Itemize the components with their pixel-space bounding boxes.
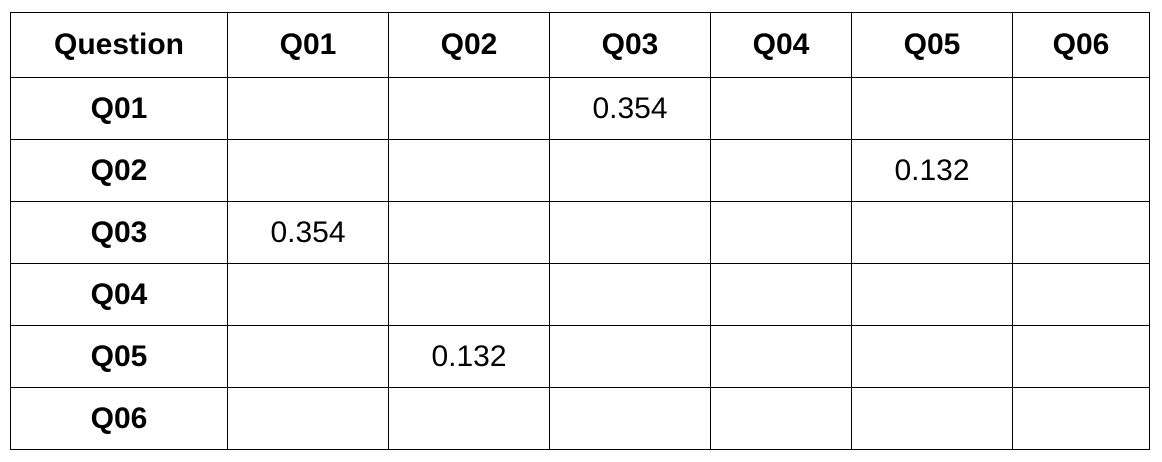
table-cell — [1012, 263, 1150, 326]
table-cell — [227, 77, 389, 140]
table-cell — [549, 387, 711, 450]
table-cell — [851, 263, 1013, 326]
table-cell — [388, 263, 550, 326]
table-row: Q03 0.354 — [10, 201, 1150, 264]
table-cell: 0.354 — [227, 201, 389, 264]
table-cell — [710, 201, 852, 264]
column-header-q05: Q05 — [851, 12, 1013, 78]
table-row: Q06 — [10, 387, 1150, 450]
row-header-q01: Q01 — [10, 77, 228, 140]
table-cell — [227, 387, 389, 450]
table-cell: 0.132 — [388, 325, 550, 388]
table-cell — [1012, 201, 1150, 264]
table-row: Q01 0.354 — [10, 77, 1150, 140]
table-cell — [851, 325, 1013, 388]
column-header-q06: Q06 — [1012, 12, 1150, 78]
correlation-matrix-table: Question Q01 Q02 Q03 Q04 Q05 Q06 Q01 0.3… — [10, 12, 1150, 450]
table-cell — [1012, 325, 1150, 388]
table-cell — [388, 201, 550, 264]
table-cell — [1012, 387, 1150, 450]
column-header-q03: Q03 — [549, 12, 711, 78]
row-header-q05: Q05 — [10, 325, 228, 388]
table-cell — [227, 263, 389, 326]
column-header-q01: Q01 — [227, 12, 389, 78]
table-cell — [549, 139, 711, 202]
table-cell — [1012, 77, 1150, 140]
table-cell — [227, 325, 389, 388]
table-cell — [388, 387, 550, 450]
table-row: Q04 — [10, 263, 1150, 326]
table-cell — [549, 263, 711, 326]
table-cell — [710, 325, 852, 388]
row-header-q04: Q04 — [10, 263, 228, 326]
table-cell — [710, 77, 852, 140]
column-header-q02: Q02 — [388, 12, 550, 78]
table-cell: 0.132 — [851, 139, 1013, 202]
table-cell — [1012, 139, 1150, 202]
column-header-q04: Q04 — [710, 12, 852, 78]
table-row: Q02 0.132 — [10, 139, 1150, 202]
row-header-q06: Q06 — [10, 387, 228, 450]
header-row: Question Q01 Q02 Q03 Q04 Q05 Q06 — [10, 12, 1150, 78]
table-cell: 0.354 — [549, 77, 711, 140]
table-cell — [710, 263, 852, 326]
table-cell — [851, 201, 1013, 264]
table-cell — [549, 325, 711, 388]
table-cell — [710, 139, 852, 202]
corner-header: Question — [10, 12, 228, 78]
table-row: Q05 0.132 — [10, 325, 1150, 388]
table-cell — [710, 387, 852, 450]
table-cell — [227, 139, 389, 202]
table-cell — [549, 201, 711, 264]
table-cell — [851, 77, 1013, 140]
row-header-q03: Q03 — [10, 201, 228, 264]
table-cell — [851, 387, 1013, 450]
row-header-q02: Q02 — [10, 139, 228, 202]
table-cell — [388, 77, 550, 140]
table-cell — [388, 139, 550, 202]
